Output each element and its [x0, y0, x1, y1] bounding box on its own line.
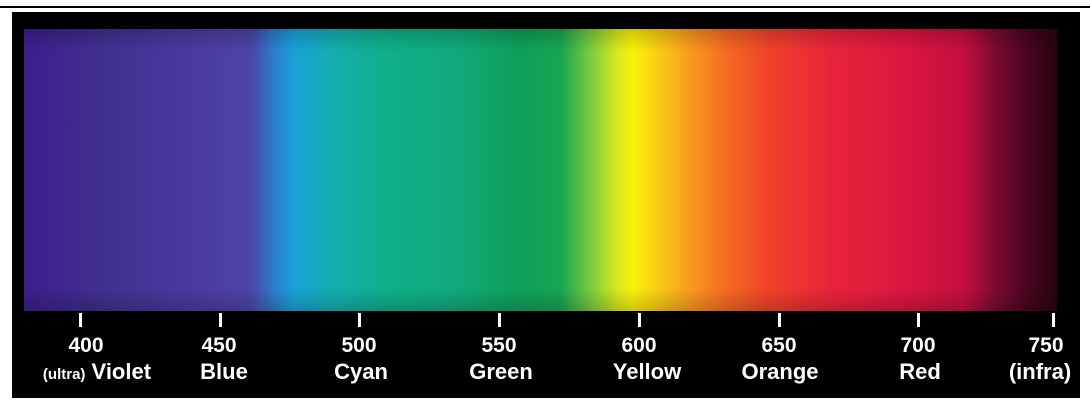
band-label-cyan: Cyan	[334, 359, 388, 384]
band-label-infra: (infra)	[1008, 359, 1072, 384]
band-label-violet: (ultra) Violet	[7, 360, 187, 387]
tick-450	[219, 313, 222, 327]
tick-value-450: 450	[201, 334, 237, 357]
band-label-red: Red	[899, 359, 941, 384]
ultra-prefix: (ultra)	[42, 366, 86, 383]
tick-value-750: 750	[1028, 334, 1064, 357]
band-label-blue: Blue	[200, 359, 248, 384]
tick-400	[79, 313, 82, 327]
tick-550	[498, 313, 501, 327]
tick-value-700: 700	[900, 334, 936, 357]
band-label-green: Green	[469, 359, 533, 384]
tick-700	[917, 313, 920, 327]
tick-650	[778, 313, 781, 327]
tick-value-650: 650	[761, 334, 797, 357]
tick-value-400: 400	[68, 334, 104, 357]
tick-value-500: 500	[341, 334, 377, 357]
violet-label: Violet	[91, 359, 152, 384]
tick-500	[358, 313, 361, 327]
band-label-yellow: Yellow	[612, 359, 682, 384]
tick-750	[1052, 313, 1055, 327]
tick-value-600: 600	[621, 334, 657, 357]
visible-spectrum-band	[24, 29, 1057, 311]
band-label-orange: Orange	[741, 359, 819, 384]
tick-value-550: 550	[481, 334, 517, 357]
tick-600	[638, 313, 641, 327]
top-rule	[0, 6, 1090, 8]
